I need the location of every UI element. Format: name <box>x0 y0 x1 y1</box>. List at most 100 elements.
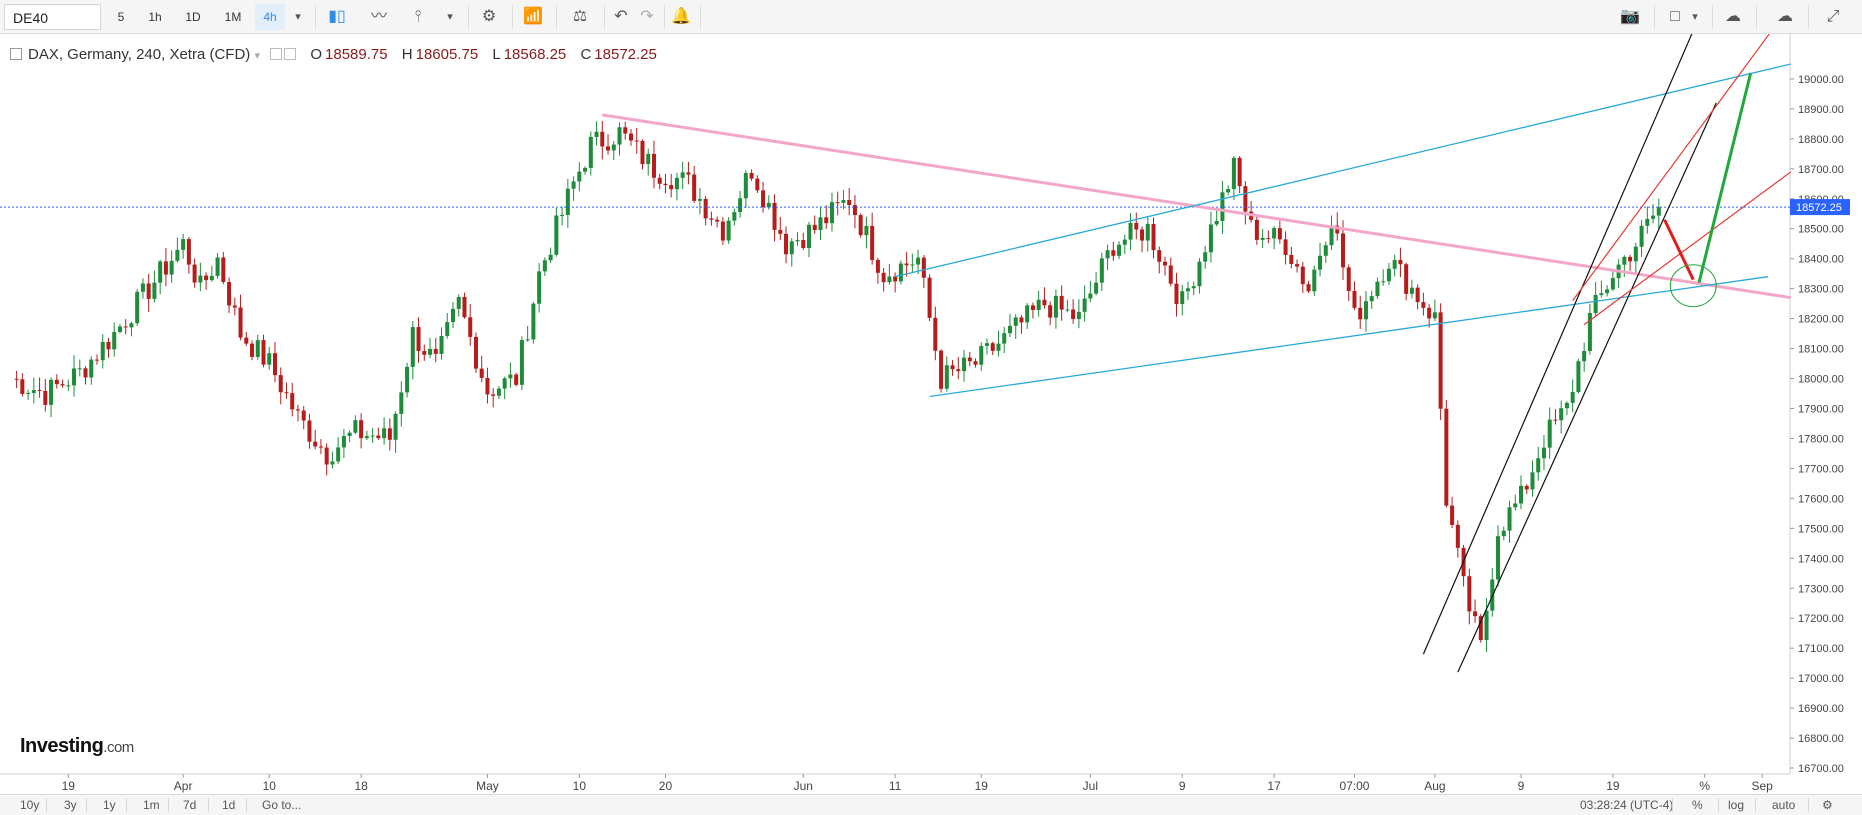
candle-body <box>738 198 743 213</box>
percent-scale-toggle[interactable]: % <box>1692 798 1703 812</box>
candle-body <box>1564 402 1569 409</box>
candle-body <box>158 261 163 283</box>
settings-gear-icon[interactable]: ⚙ <box>481 8 497 25</box>
drawing-dropdown-icon[interactable]: ▾ <box>447 11 453 23</box>
candle-body <box>1392 260 1397 269</box>
high-value: 18605.75 <box>415 46 479 63</box>
candles <box>14 121 1661 652</box>
candle-body <box>1484 610 1489 641</box>
x-tick-label: Jul <box>1083 779 1098 793</box>
candle-body <box>784 233 789 255</box>
range-1m[interactable]: 1m <box>143 798 160 812</box>
drawing-tools-icon[interactable]: ⫯ <box>414 8 422 25</box>
candle-body <box>1444 408 1449 506</box>
interval-5[interactable]: 5 <box>117 10 125 24</box>
cloud-save-icon[interactable]: ☁ <box>1777 8 1793 25</box>
indicators-icon[interactable]: 📶 <box>523 8 543 25</box>
symbol-input[interactable]: DE40 <box>4 4 101 30</box>
low-label: L <box>492 46 501 63</box>
candle-body <box>1358 307 1363 320</box>
interval-4h[interactable]: 4h <box>255 4 285 30</box>
candle-body <box>1478 616 1483 641</box>
interval-1d[interactable]: 1D <box>185 10 201 24</box>
candle-body <box>43 390 48 405</box>
candle-body <box>1404 264 1409 294</box>
candle-body <box>1243 186 1248 212</box>
candle-body <box>284 392 289 394</box>
candle-body <box>571 181 576 189</box>
legend-title: DAX, Germany, 240, Xetra (CFD) <box>28 46 251 63</box>
compare-scale-icon[interactable]: ⚖ <box>572 8 588 25</box>
candle-body <box>715 219 720 222</box>
candle-body <box>921 257 926 278</box>
candle-body <box>1467 576 1472 612</box>
candle-body <box>106 341 111 350</box>
log-scale-toggle[interactable]: log <box>1728 798 1745 812</box>
candle-body <box>944 365 949 389</box>
alert-bell-icon[interactable]: 🔔 <box>671 8 691 25</box>
y-tick-label: 17100.00 <box>1798 643 1844 655</box>
candle-body <box>755 178 760 191</box>
layout-dropdown-icon[interactable]: ▾ <box>1692 11 1698 23</box>
candle-body <box>77 368 82 370</box>
x-tick-label: 10 <box>573 779 587 793</box>
candle-body <box>387 428 392 440</box>
x-tick-label: 19 <box>62 779 76 793</box>
collapse-legend-icon[interactable] <box>10 48 22 60</box>
camera-icon[interactable]: 📷 <box>1620 8 1640 25</box>
x-tick-label: 07:00 <box>1339 779 1369 793</box>
candle-body <box>766 202 771 208</box>
candle-body <box>1610 278 1615 290</box>
candle-body <box>686 172 691 175</box>
undo-icon[interactable]: ↶ <box>614 8 628 25</box>
x-tick-label: 9 <box>1518 779 1525 793</box>
candle-body <box>450 308 456 323</box>
candle-body <box>680 172 685 178</box>
candlestick-chart-icon[interactable]: ▮▯ <box>328 8 346 25</box>
candle-body <box>1524 485 1529 490</box>
range-3y[interactable]: 3y <box>64 798 77 812</box>
candle-body <box>347 432 352 436</box>
y-tick-label: 17600.00 <box>1798 493 1844 505</box>
candle-body <box>962 357 967 372</box>
x-tick-label: Apr <box>174 779 193 793</box>
candle-body <box>600 131 605 147</box>
interval-dropdown-icon[interactable]: ▾ <box>295 11 301 23</box>
interval-1h[interactable]: 1h <box>148 10 162 24</box>
candle-body <box>1582 351 1587 362</box>
x-tick-label: 18 <box>354 779 368 793</box>
range-7d[interactable]: 7d <box>183 798 197 812</box>
candle-body <box>1134 223 1139 230</box>
candle-body <box>1048 305 1053 318</box>
interval-1m[interactable]: 1M <box>224 10 242 24</box>
redo-icon[interactable]: ↷ <box>640 8 654 25</box>
candle-body <box>1283 239 1288 255</box>
range-1y[interactable]: 1y <box>103 798 116 812</box>
candle-body <box>140 283 145 292</box>
layout-icon[interactable]: □ <box>1670 8 1680 25</box>
fullscreen-icon[interactable]: ⤢ <box>1826 8 1840 25</box>
candle-body <box>1082 298 1087 312</box>
candle-body <box>238 307 243 338</box>
candle-body <box>548 254 553 261</box>
candle-body <box>525 339 530 341</box>
candle-body <box>1622 256 1627 265</box>
range-1d[interactable]: 1d <box>222 798 236 812</box>
candle-body <box>227 281 232 306</box>
hide-series-icon[interactable] <box>270 48 283 60</box>
candle-body <box>330 461 335 465</box>
cloud-load-icon[interactable]: ☁ <box>1725 8 1741 25</box>
candle-body <box>623 127 628 134</box>
price-chart[interactable]: 16700.00 16800.00 16900.00 17000.00 17100.00… <box>0 34 1862 794</box>
candle-body <box>117 326 122 332</box>
range-10y[interactable]: 10y <box>20 798 40 812</box>
candle-body <box>617 127 622 145</box>
open-label: O <box>310 46 323 63</box>
candle-body <box>364 436 369 439</box>
line-chart-icon[interactable]: 〰 <box>370 8 387 25</box>
legend-dropdown-icon[interactable]: ▾ <box>254 50 260 62</box>
series-settings-icon[interactable] <box>284 48 297 60</box>
scale-settings-icon[interactable]: ⚙ <box>1822 798 1833 812</box>
goto-date-button[interactable]: Go to... <box>262 798 302 812</box>
auto-scale-toggle[interactable]: auto <box>1772 798 1796 812</box>
